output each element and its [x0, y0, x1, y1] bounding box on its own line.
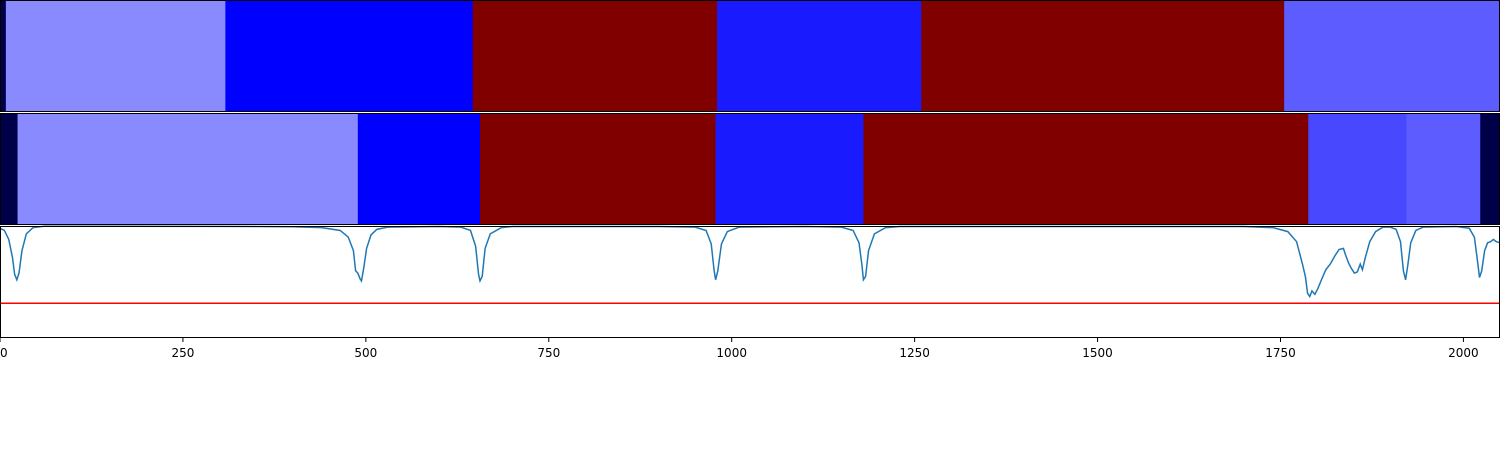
segment-4: [472, 0, 718, 112]
segment-3: [357, 113, 481, 225]
score-series-line: [0, 225, 1500, 299]
segment-3: [225, 0, 474, 112]
segment-4: [480, 113, 717, 225]
segment-1: [0, 0, 7, 112]
x-tick-label: 1000: [716, 346, 747, 360]
x-tick-label: 500: [354, 346, 377, 360]
middle-segmentation-panel: [0, 113, 1500, 225]
segment-5: [715, 113, 864, 225]
segment-7: [1284, 0, 1500, 112]
segment-1: [0, 113, 19, 225]
x-axis: 0 250 500 750 1000 1250 1500 1750 2000: [0, 338, 1479, 360]
segment-2: [17, 113, 359, 225]
x-tick-label: 250: [171, 346, 194, 360]
x-tick-label: 0: [0, 346, 8, 360]
segment-9: [1480, 113, 1500, 225]
x-tick-label: 750: [537, 346, 560, 360]
segment-8: [1406, 113, 1481, 225]
segment-6: [921, 0, 1285, 112]
boundary-score-panel: [0, 225, 1500, 305]
segment-7: [1308, 113, 1407, 225]
top-segmentation-panel: [0, 0, 1500, 112]
x-tick-label: 1750: [1265, 346, 1296, 360]
x-tick-label: 1250: [899, 346, 930, 360]
x-tick-label: 1500: [1082, 346, 1113, 360]
segment-5: [717, 0, 922, 112]
segment-6: [863, 113, 1309, 225]
line-panel-frame: [0, 226, 1500, 338]
segment-2: [5, 0, 226, 112]
x-tick-label: 2000: [1448, 346, 1479, 360]
